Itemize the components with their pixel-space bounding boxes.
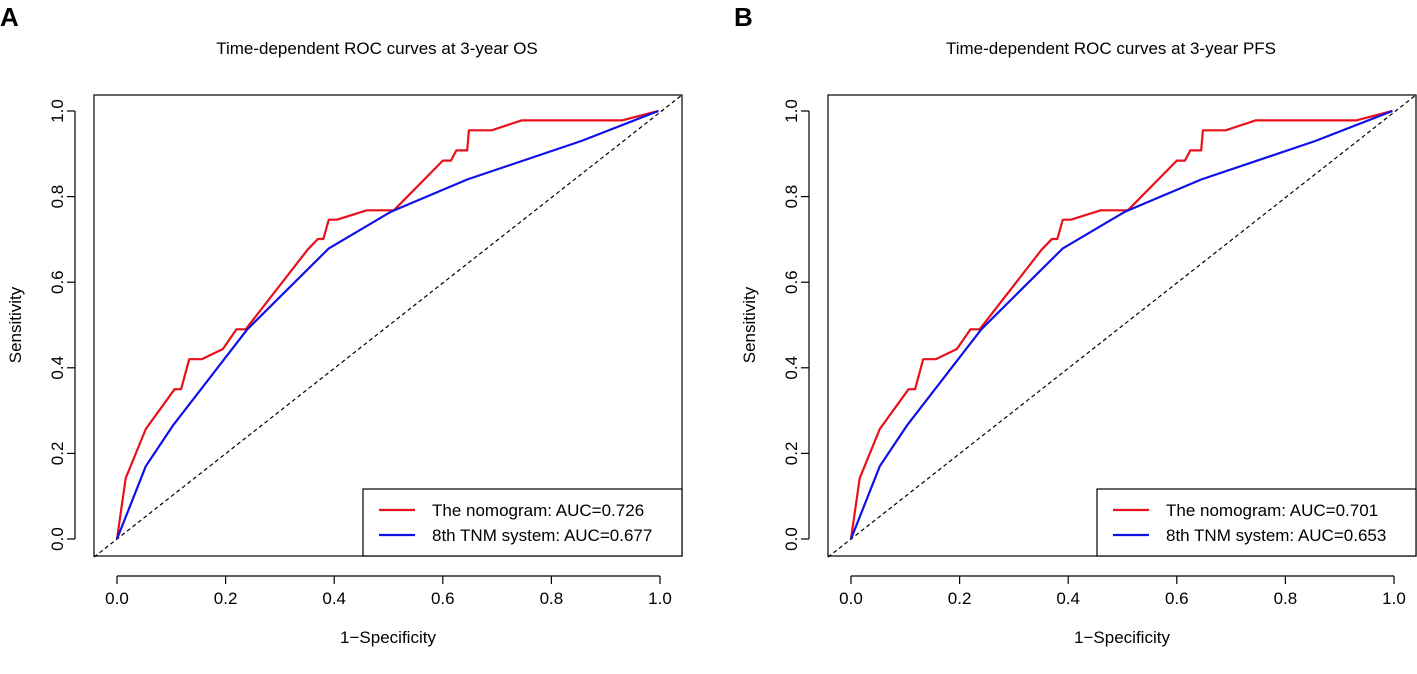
chart-title: Time-dependent ROC curves at 3-year OS	[216, 39, 538, 58]
panel-label: B	[734, 2, 753, 32]
x-axis-label: 1−Specificity	[1074, 628, 1170, 647]
series-line-nomogram	[115, 109, 659, 540]
y-tick-label: 0.2	[782, 442, 801, 466]
series-line-tnm	[115, 109, 659, 540]
y-tick-label: 1.0	[48, 99, 67, 123]
roc-chart-a: Time-dependent ROC curves at 3-year OS 1…	[6, 39, 683, 647]
y-tick-label: 0.0	[782, 527, 801, 551]
y-tick-label: 0.6	[782, 270, 801, 294]
y-tick-label: 0.4	[782, 356, 801, 380]
x-tick-label: 0.2	[948, 589, 972, 608]
roc-panel-b: B Time-dependent ROC curves at 3-year PF…	[734, 0, 1417, 674]
y-tick-label: 1.0	[782, 99, 801, 123]
y-tick-label: 0.8	[48, 185, 67, 209]
x-tick-label: 0.0	[105, 589, 129, 608]
x-tick-label: 0.2	[214, 589, 238, 608]
y-tick-label: 0.4	[48, 356, 67, 380]
series-line-tnm	[849, 109, 1393, 540]
x-axis-label: 1−Specificity	[340, 628, 436, 647]
x-tick-label: 0.8	[1274, 589, 1298, 608]
x-tick-label: 0.4	[322, 589, 346, 608]
legend-box	[1096, 488, 1417, 557]
y-tick-label: 0.0	[48, 527, 67, 551]
x-tick-label: 0.8	[540, 589, 564, 608]
roc-panel-a: A Time-dependent ROC curves at 3-year OS…	[0, 0, 708, 674]
legend-box	[362, 488, 683, 557]
y-axis-label: Sensitivity	[6, 286, 25, 363]
y-tick-label: 0.6	[48, 270, 67, 294]
legend-entry: The nomogram: AUC=0.726	[432, 501, 644, 520]
x-tick-label: 1.0	[648, 589, 672, 608]
y-tick-label: 0.8	[782, 185, 801, 209]
x-tick-label: 1.0	[1382, 589, 1406, 608]
chart-title: Time-dependent ROC curves at 3-year PFS	[946, 39, 1276, 58]
y-tick-label: 0.2	[48, 442, 67, 466]
legend-entry: 8th TNM system: AUC=0.653	[1166, 526, 1386, 545]
x-tick-label: 0.6	[1165, 589, 1189, 608]
legend-entry: 8th TNM system: AUC=0.677	[432, 526, 652, 545]
legend: The nomogram: AUC=0.701 8th TNM system: A…	[1096, 488, 1417, 557]
panel-label: A	[0, 2, 19, 32]
x-tick-label: 0.4	[1056, 589, 1080, 608]
reference-diagonal	[827, 94, 1417, 558]
x-tick-label: 0.6	[431, 589, 455, 608]
reference-diagonal	[93, 94, 683, 558]
y-axis-label: Sensitivity	[740, 286, 759, 363]
x-tick-label: 0.0	[839, 589, 863, 608]
roc-chart-b: Time-dependent ROC curves at 3-year PFS …	[740, 39, 1417, 647]
legend-entry: The nomogram: AUC=0.701	[1166, 501, 1378, 520]
legend: The nomogram: AUC=0.726 8th TNM system: A…	[362, 488, 683, 557]
series-line-nomogram	[849, 109, 1393, 540]
